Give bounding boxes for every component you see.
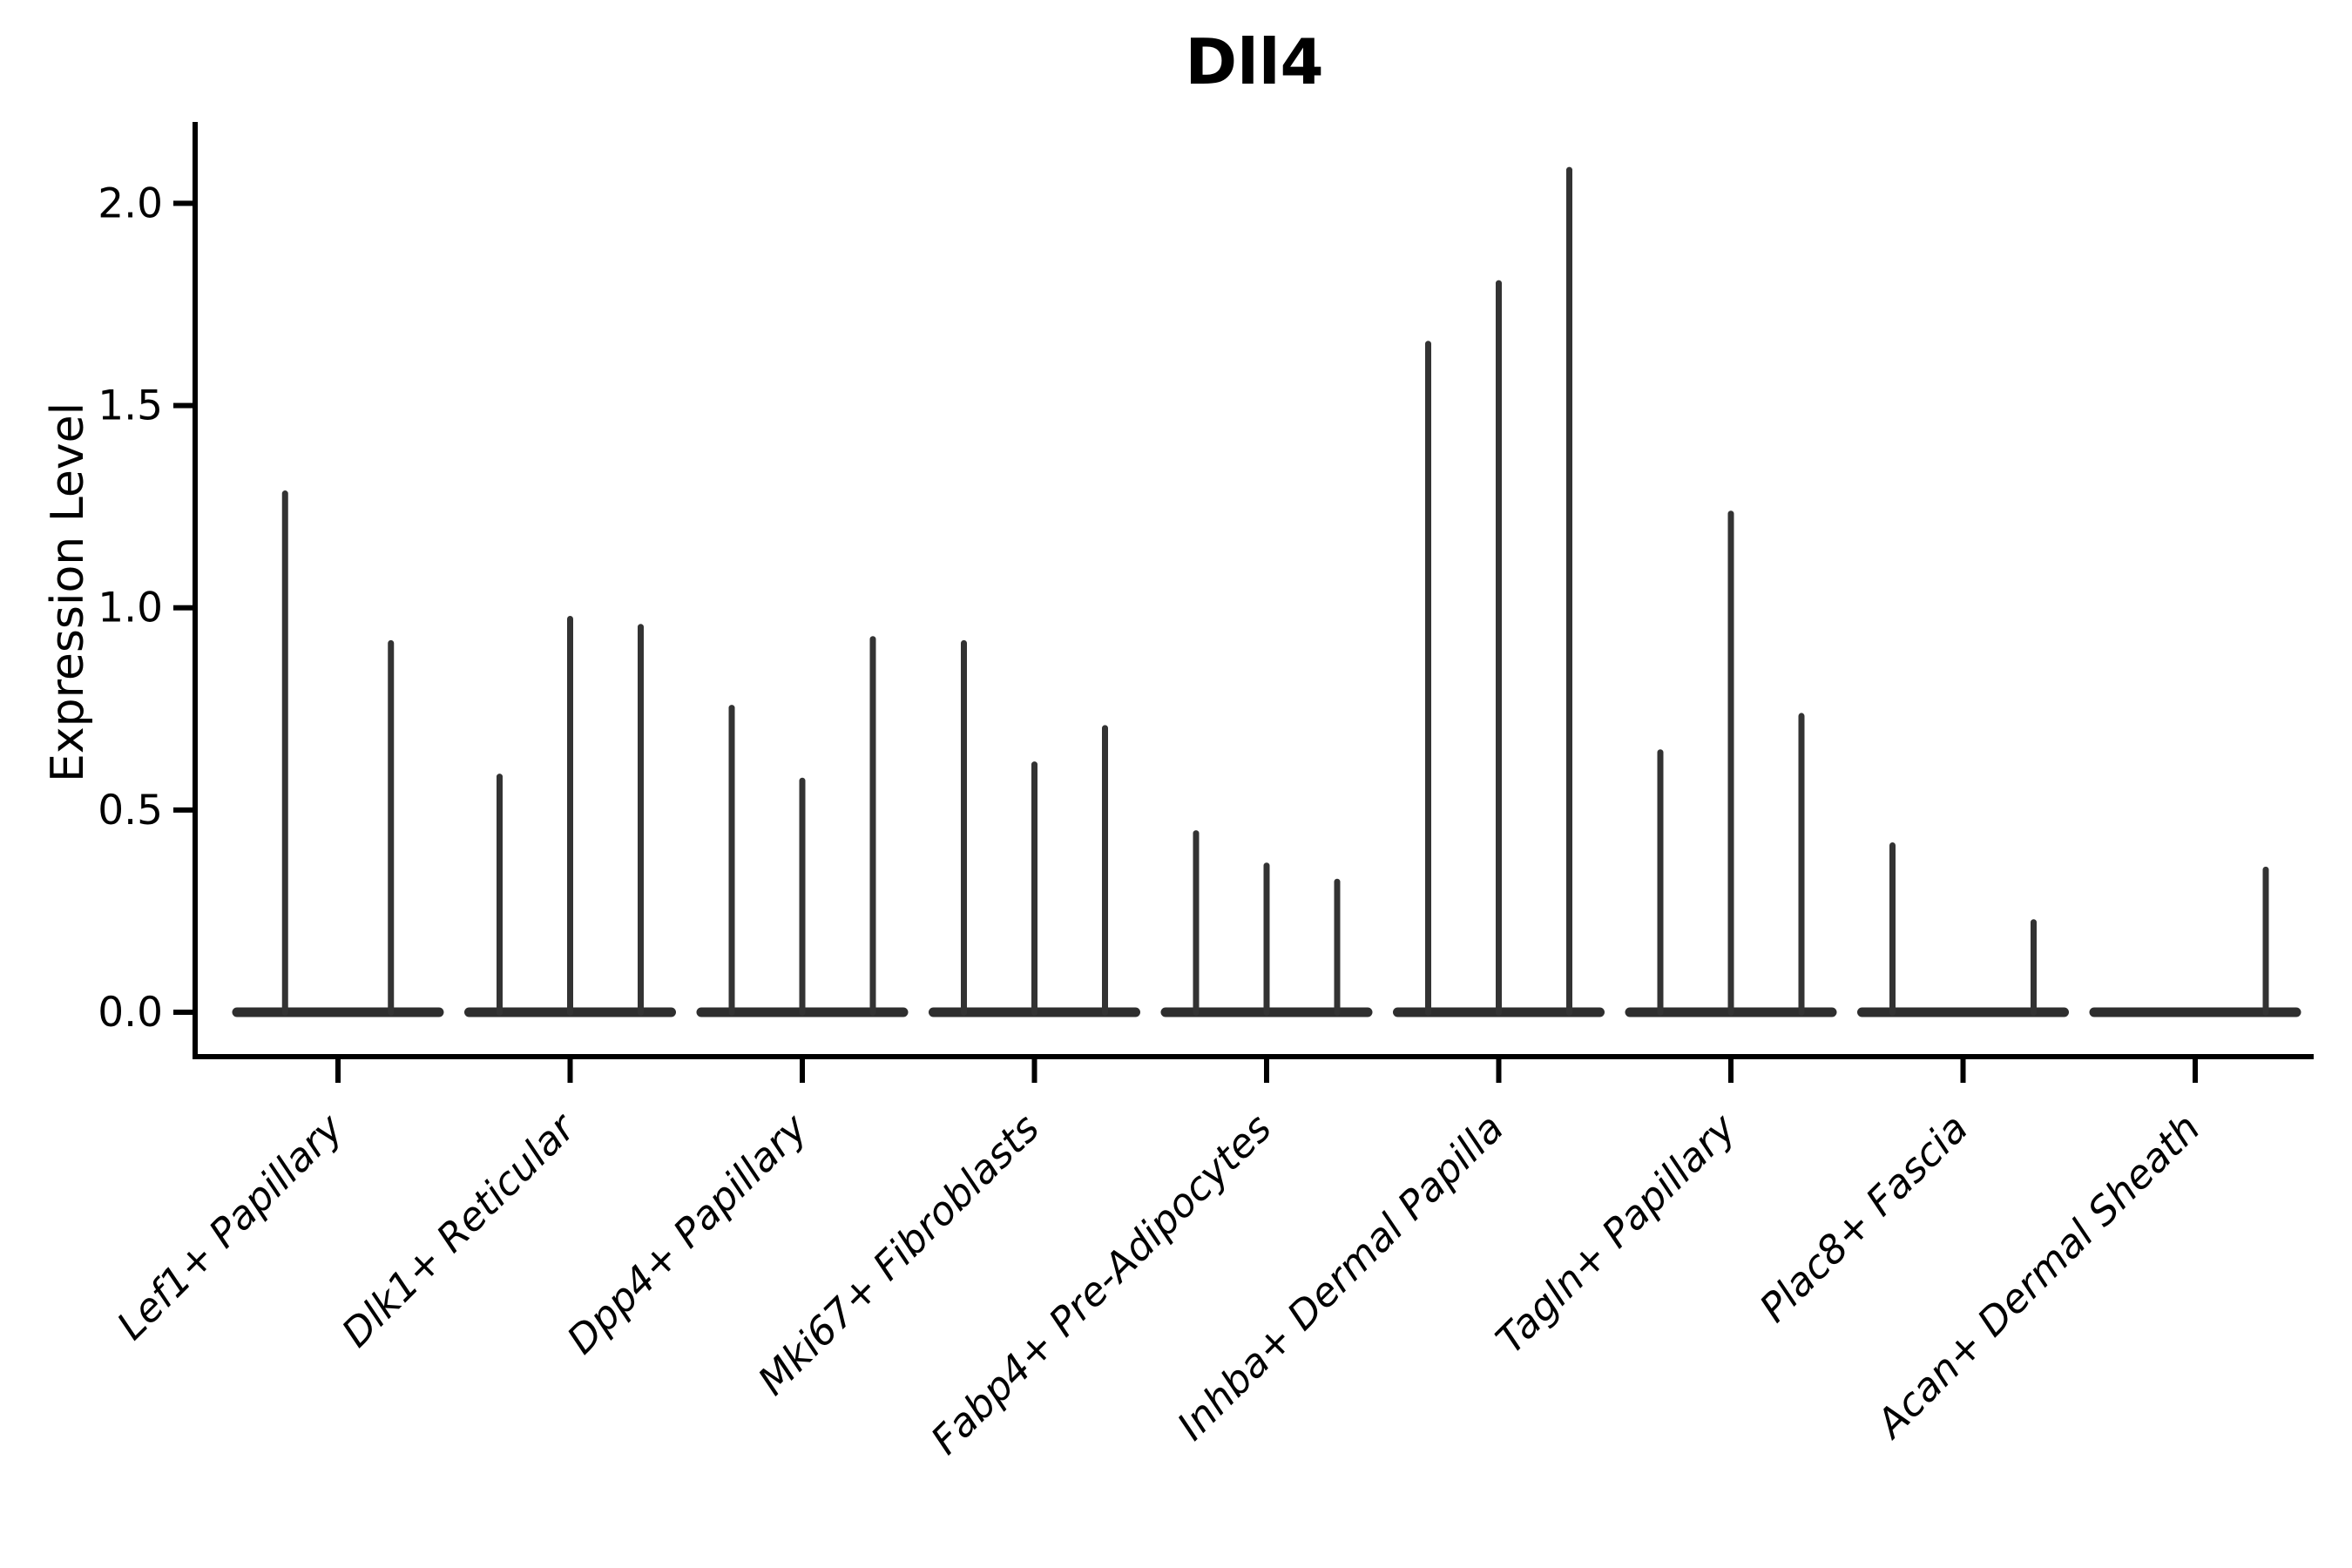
x-tick-mark [1264,1059,1269,1083]
violin-spike [961,639,967,1016]
x-tick-mark [1031,1059,1037,1083]
violin-baseline [1857,1007,2069,1017]
violin-spike [388,639,395,1016]
violin-spike [869,636,876,1016]
violin-spike [1889,841,1896,1016]
violin-spike [2262,866,2269,1016]
y-tick-mark [173,1010,193,1015]
violin-spike [1798,713,1805,1016]
x-tick-mark [335,1059,341,1083]
x-tick-mark [800,1059,805,1083]
y-tick-mark [173,807,193,813]
x-tick-mark [1960,1059,1966,1083]
x-tick-label: Plac8+ Fascia [1751,1105,1977,1331]
x-tick-label: Dlk1+ Reticular [333,1104,585,1356]
y-tick-label: 0.0 [98,989,163,1037]
violin-spike [1657,749,1664,1016]
x-tick-mark [567,1059,573,1083]
violin-spike [497,774,503,1016]
violin-spike [728,705,735,1016]
x-tick-label: Lef1+ Papillary [108,1104,353,1348]
y-tick-label: 1.5 [98,382,163,430]
y-axis-label: Expression Level [42,402,94,783]
violin-spike [567,615,573,1016]
violin-spike [1193,830,1200,1016]
y-tick-mark [173,605,193,611]
violin-spike [281,490,288,1016]
y-tick-mark [173,402,193,409]
plot-title: Dll4 [1185,25,1324,98]
x-tick-mark [1728,1059,1734,1083]
violin-spike [1334,878,1341,1016]
violin-spike [1566,166,1572,1016]
violin-spike [1102,725,1108,1016]
y-tick-label: 0.5 [98,787,163,835]
violin-baseline [2089,1007,2301,1017]
violin-spike [638,624,644,1016]
y-tick-mark [173,200,193,206]
violin-spike [1263,862,1270,1016]
violin-spike [1496,280,1502,1016]
y-axis-spine [193,122,198,1059]
x-tick-mark [1496,1059,1502,1083]
violin-spike [1031,761,1037,1016]
violin-baseline [232,1007,444,1017]
y-tick-label: 1.0 [98,585,163,632]
x-tick-mark [2193,1059,2198,1083]
x-axis-spine [193,1054,2314,1059]
x-tick-label: Tagln+ Papillary [1487,1104,1746,1362]
y-tick-label: 2.0 [98,179,163,227]
violin-spike [1425,341,1431,1017]
violin-spike [2031,919,2037,1016]
x-tick-label: Dpp4+ Papillary [558,1104,817,1362]
violin-spike [1727,510,1734,1016]
violin-spike [799,777,806,1016]
